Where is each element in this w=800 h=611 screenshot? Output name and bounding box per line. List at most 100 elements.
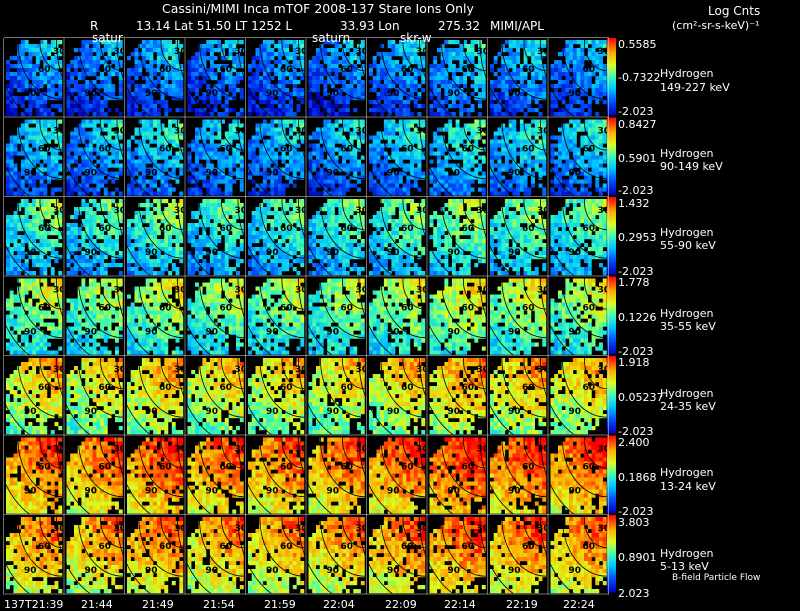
heatmap-cell: [538, 159, 543, 164]
heatmap-cell: [584, 175, 589, 180]
heatmap-cell: [534, 159, 539, 164]
heatmap-cell: [587, 84, 592, 89]
heatmap-cell: [134, 84, 139, 89]
heatmap-cell: [289, 112, 294, 117]
heatmap-cell: [179, 131, 184, 136]
heatmap-cell: [160, 135, 165, 140]
heatmap-cell: [198, 84, 203, 89]
heatmap-cell: [74, 255, 78, 260]
heatmap-cell: [35, 60, 40, 65]
heatmap-cell: [17, 80, 22, 85]
heatmap-cell: [96, 56, 101, 61]
heatmap-cell: [429, 175, 434, 180]
heatmap-cell: [100, 104, 105, 109]
heatmap-cell: [43, 151, 48, 156]
heatmap-cell: [292, 112, 297, 117]
heatmap-cell: [391, 151, 396, 156]
heatmap-cell: [565, 112, 570, 117]
heatmap-cell: [565, 52, 570, 57]
heatmap-cell: [35, 215, 40, 220]
heatmap-cell: [481, 175, 486, 180]
heatmap-cell: [421, 139, 426, 144]
heatmap-cell: [444, 100, 449, 105]
heatmap-cell: [357, 163, 361, 168]
heatmap-cell: [599, 44, 603, 49]
heatmap-cell: [277, 135, 282, 140]
heatmap-cell: [160, 171, 165, 176]
heatmap-cell: [296, 155, 301, 160]
heatmap-cell: [6, 271, 10, 276]
heatmap-cell: [413, 159, 418, 164]
heatmap-cell: [534, 84, 539, 89]
heatmap-cell: [164, 191, 169, 196]
heatmap-cell: [330, 104, 335, 109]
heatmap-cell: [111, 227, 116, 232]
heatmap-cell: [251, 92, 256, 97]
heatmap-cell: [118, 52, 123, 57]
heatmap-cell: [398, 187, 403, 192]
heatmap-cell: [576, 112, 581, 117]
heatmap-cell: [580, 68, 585, 73]
heatmap-cell: [187, 179, 192, 184]
heatmap-cell: [111, 215, 116, 220]
heatmap-cell: [455, 119, 460, 124]
heatmap-cell: [107, 72, 112, 77]
heatmap-cell: [153, 183, 158, 188]
heatmap-cell: [213, 72, 218, 77]
heatmap-cell: [217, 163, 222, 168]
heatmap-cell: [277, 127, 282, 132]
heatmap-cell: [228, 159, 233, 164]
pitch-angle-contour: [562, 119, 607, 180]
heatmap-cell: [70, 143, 75, 148]
heatmap-cell: [149, 48, 154, 53]
heatmap-cell: [369, 88, 373, 93]
heatmap-cell: [179, 48, 184, 53]
heatmap-cell: [281, 96, 286, 101]
heatmap-cell: [380, 112, 385, 117]
heatmap-cell: [202, 56, 207, 61]
heatmap-cell: [6, 243, 10, 248]
heatmap-cell: [580, 191, 585, 196]
heatmap-cell: [565, 92, 570, 97]
heatmap-cell: [270, 191, 275, 196]
heatmap-cell: [493, 92, 498, 97]
heatmap-cell: [569, 104, 574, 109]
heatmap-cell: [70, 271, 75, 276]
heatmap-cell: [217, 131, 222, 136]
heatmap-cell: [519, 40, 524, 45]
heatmap-cell: [584, 72, 589, 77]
heatmap-cell: [406, 191, 411, 196]
heatmap-cell: [402, 183, 407, 188]
heatmap-cell: [28, 108, 33, 113]
heatmap-cell: [602, 40, 607, 45]
heatmap-cell: [81, 183, 86, 188]
heatmap-cell: [70, 167, 75, 172]
heatmap-cell: [74, 211, 78, 216]
heatmap-cell: [43, 52, 48, 57]
heatmap-cell: [255, 131, 260, 136]
heatmap-cell: [262, 56, 267, 61]
heatmap-cell: [270, 96, 275, 101]
heatmap-cell: [289, 100, 294, 105]
heatmap-cell: [587, 100, 592, 105]
heatmap-cell: [538, 167, 543, 172]
heatmap-cell: [391, 84, 396, 89]
heatmap-cell: [565, 127, 570, 132]
heatmap-cell: [504, 104, 509, 109]
heatmap-cell: [202, 112, 207, 117]
heatmap-cell: [251, 139, 256, 144]
pitch-angle-label: 60: [341, 145, 354, 155]
heatmap-cell: [398, 80, 403, 85]
heatmap-cell: [115, 52, 119, 57]
heatmap-cell: [277, 96, 282, 101]
heatmap-cell: [292, 84, 297, 89]
heatmap-cell: [433, 179, 438, 184]
heatmap-cell: [587, 159, 592, 164]
heatmap-cell: [519, 143, 524, 148]
heatmap-cell: [342, 80, 347, 85]
heatmap-cell: [141, 167, 146, 172]
heatmap-cell: [127, 239, 131, 244]
heatmap-cell: [130, 267, 135, 272]
heatmap-cell: [444, 163, 449, 168]
